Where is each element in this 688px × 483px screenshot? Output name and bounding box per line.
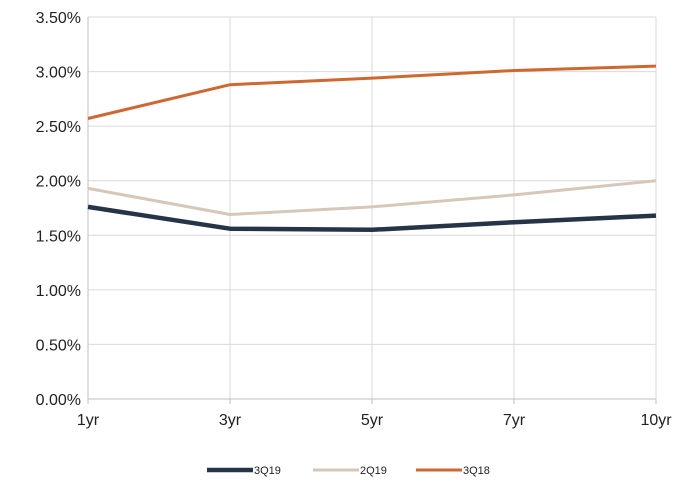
y-tick-label: 0.50% xyxy=(36,337,81,354)
series-lines xyxy=(87,64,657,233)
x-tick-label: 7yr xyxy=(503,412,526,429)
series-line-3q19 xyxy=(87,204,657,233)
series-line-2q19 xyxy=(87,179,657,216)
legend: 3Q19 2Q19 3Q18 xyxy=(207,465,490,477)
x-tick-label: 5yr xyxy=(361,412,384,429)
legend-label-2q19: 2Q19 xyxy=(360,465,387,477)
y-tick-label: 0.00% xyxy=(36,392,81,409)
series-line-3q18 xyxy=(87,64,657,120)
x-tick-label: 3yr xyxy=(219,412,242,429)
x-tick-label: 10yr xyxy=(640,412,672,429)
y-tick-label: 3.50% xyxy=(36,10,81,27)
y-tick-label: 1.50% xyxy=(36,228,81,245)
x-tick-label: 1yr xyxy=(77,412,100,429)
y-tick-label: 1.00% xyxy=(36,283,81,300)
y-tick-label: 3.00% xyxy=(36,65,81,82)
y-tick-label: 2.00% xyxy=(36,174,81,191)
legend-label-3q19: 3Q19 xyxy=(254,465,281,477)
gridlines xyxy=(88,16,657,399)
tick-labels: 0.00% 0.50% 1.00% 1.50% 2.00% 2.50% 3.00% 3.50%… xyxy=(36,10,673,429)
y-tick-label: 2.50% xyxy=(36,119,81,136)
legend-label-3q18: 3Q18 xyxy=(463,465,490,477)
